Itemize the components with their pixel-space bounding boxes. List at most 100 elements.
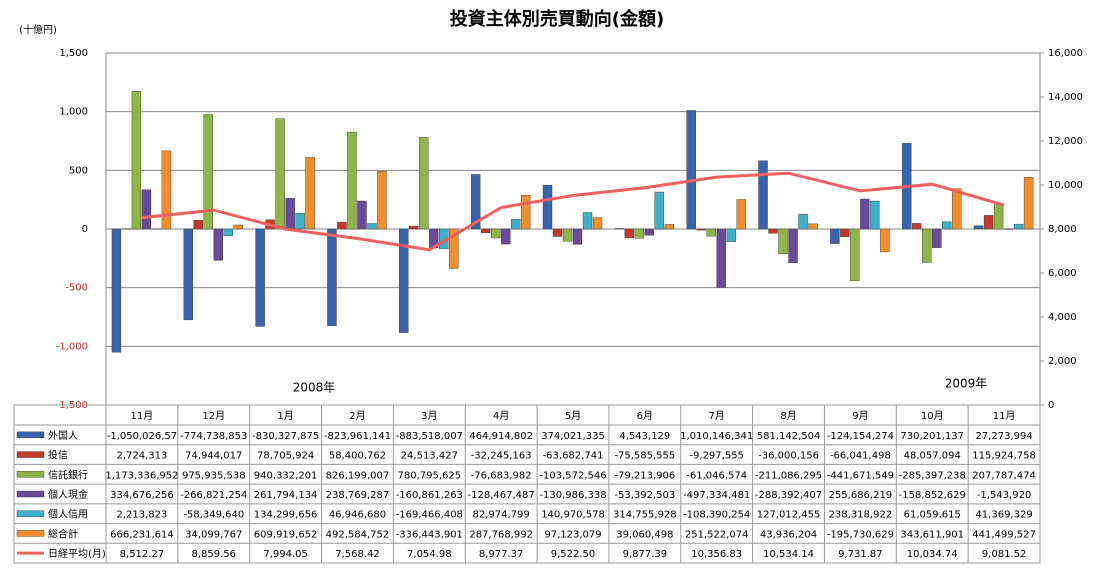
table-cell: -823,961,141 <box>324 431 391 442</box>
table-cell: 730,201,137 <box>900 431 964 442</box>
bar <box>1003 228 1014 230</box>
legend-key <box>16 490 45 498</box>
table-cell: -195,730,629 <box>827 529 894 540</box>
y-axis-label: (十億円) <box>19 23 57 36</box>
table-cell: 255,686,219 <box>829 490 893 501</box>
x-tick-label: 8月 <box>780 410 796 422</box>
bar <box>706 228 716 237</box>
bar <box>572 228 583 245</box>
y-tick-label: -500 <box>65 283 88 294</box>
table-cell: -883,518,007 <box>396 431 463 442</box>
table-cell: 10,534.14 <box>763 549 814 560</box>
x-tick-label: 7月 <box>709 410 725 422</box>
table-cell: -76,683,982 <box>471 470 532 481</box>
bar <box>808 223 818 230</box>
table-cell: -158,852,629 <box>899 490 966 501</box>
table-cell: -128,467,487 <box>468 490 535 501</box>
table-cell: -1,050,026,57 <box>107 431 177 442</box>
table-cell: 9,081.52 <box>982 549 1027 560</box>
bar <box>409 225 419 230</box>
bar <box>131 91 142 230</box>
bar <box>582 212 593 230</box>
table-cell: 134,299,656 <box>254 510 318 521</box>
bar <box>377 171 387 230</box>
y-tick-label: 1,000 <box>59 107 88 118</box>
table-cell: 374,021,335 <box>541 431 605 442</box>
bar <box>347 131 357 230</box>
x-tick-label: 1月 <box>277 410 293 422</box>
bar <box>223 228 233 237</box>
table-cell: 940,332,201 <box>254 470 318 481</box>
table-cell: 10,356.83 <box>691 549 742 560</box>
y2-tick-label: 14,000 <box>1048 92 1083 103</box>
table-cell: 97,123,079 <box>544 529 601 540</box>
legend-label: 投信 <box>48 449 68 462</box>
bar <box>778 228 788 254</box>
bar <box>870 200 880 230</box>
table-cell: -285,397,238 <box>899 470 966 481</box>
table-cell: 1,010,146,341 <box>680 431 753 442</box>
table-cell: -75,585,555 <box>614 451 675 462</box>
x-tick-label: 3月 <box>421 410 437 422</box>
table-cell: 492,584,752 <box>326 529 390 540</box>
table-cell: -9,297,555 <box>689 451 744 462</box>
bar <box>592 217 603 230</box>
table-cell: 8,859.56 <box>192 549 237 560</box>
table-cell: 127,012,455 <box>757 510 821 521</box>
table-cell: 9,522.50 <box>551 549 596 560</box>
bar <box>357 200 367 230</box>
bar <box>161 150 172 230</box>
x-tick-label: 2月 <box>349 410 365 422</box>
table-cell: 441,499,527 <box>972 529 1036 540</box>
bar <box>922 228 932 263</box>
annotation: 2009年 <box>945 377 988 391</box>
table-cell: 24,513,427 <box>401 451 458 462</box>
legend-label: 個人信用 <box>48 508 88 521</box>
bar <box>121 228 132 230</box>
bar <box>111 228 122 353</box>
table-cell: -774,738,853 <box>180 431 247 442</box>
table-cell: -830,327,875 <box>252 431 319 442</box>
table-cell: 1,173,336,952 <box>105 470 178 481</box>
table-cell: -266,821,254 <box>180 490 247 501</box>
table-cell: -66,041,498 <box>830 451 891 462</box>
legend-key <box>16 431 45 439</box>
table-cell: 251,522,074 <box>685 529 749 540</box>
bar <box>367 223 377 230</box>
bar <box>942 221 952 230</box>
bar <box>654 191 665 230</box>
bar <box>213 228 223 261</box>
legend-label: 総合計 <box>48 527 78 540</box>
y2-tick-label: 12,000 <box>1048 136 1083 147</box>
table-cell: -124,154,274 <box>827 431 894 442</box>
table-cell: 287,768,992 <box>469 529 533 540</box>
table-cell: -61,046,574 <box>686 470 747 481</box>
table-cell: 140,970,578 <box>541 510 605 521</box>
table-cell: -63,682,741 <box>543 451 604 462</box>
bar <box>850 228 860 282</box>
bar <box>973 225 984 230</box>
y2-tick-label: 10,000 <box>1048 180 1083 191</box>
table-cell: -336,443,901 <box>396 529 463 540</box>
bar <box>983 215 994 230</box>
bar <box>952 188 962 230</box>
bar <box>993 204 1004 230</box>
table-cell: -36,000,156 <box>758 451 819 462</box>
table-cell: -58,349,640 <box>183 510 244 521</box>
table-cell: 261,794,134 <box>254 490 318 501</box>
table-cell: 238,318,922 <box>829 510 893 521</box>
bar <box>542 184 553 230</box>
table-cell: -160,861,263 <box>396 490 463 501</box>
table-cell: 581,142,504 <box>757 431 821 442</box>
legend-key <box>16 451 45 458</box>
table-cell: -130,986,338 <box>539 490 606 501</box>
bar <box>880 228 890 253</box>
table-cell: 975,935,538 <box>182 470 246 481</box>
bar <box>1023 176 1034 230</box>
table-cell: 826,199,007 <box>326 470 390 481</box>
bar <box>480 228 491 233</box>
bar <box>500 228 511 245</box>
bar <box>912 223 922 230</box>
table-cell: -79,213,906 <box>614 470 675 481</box>
